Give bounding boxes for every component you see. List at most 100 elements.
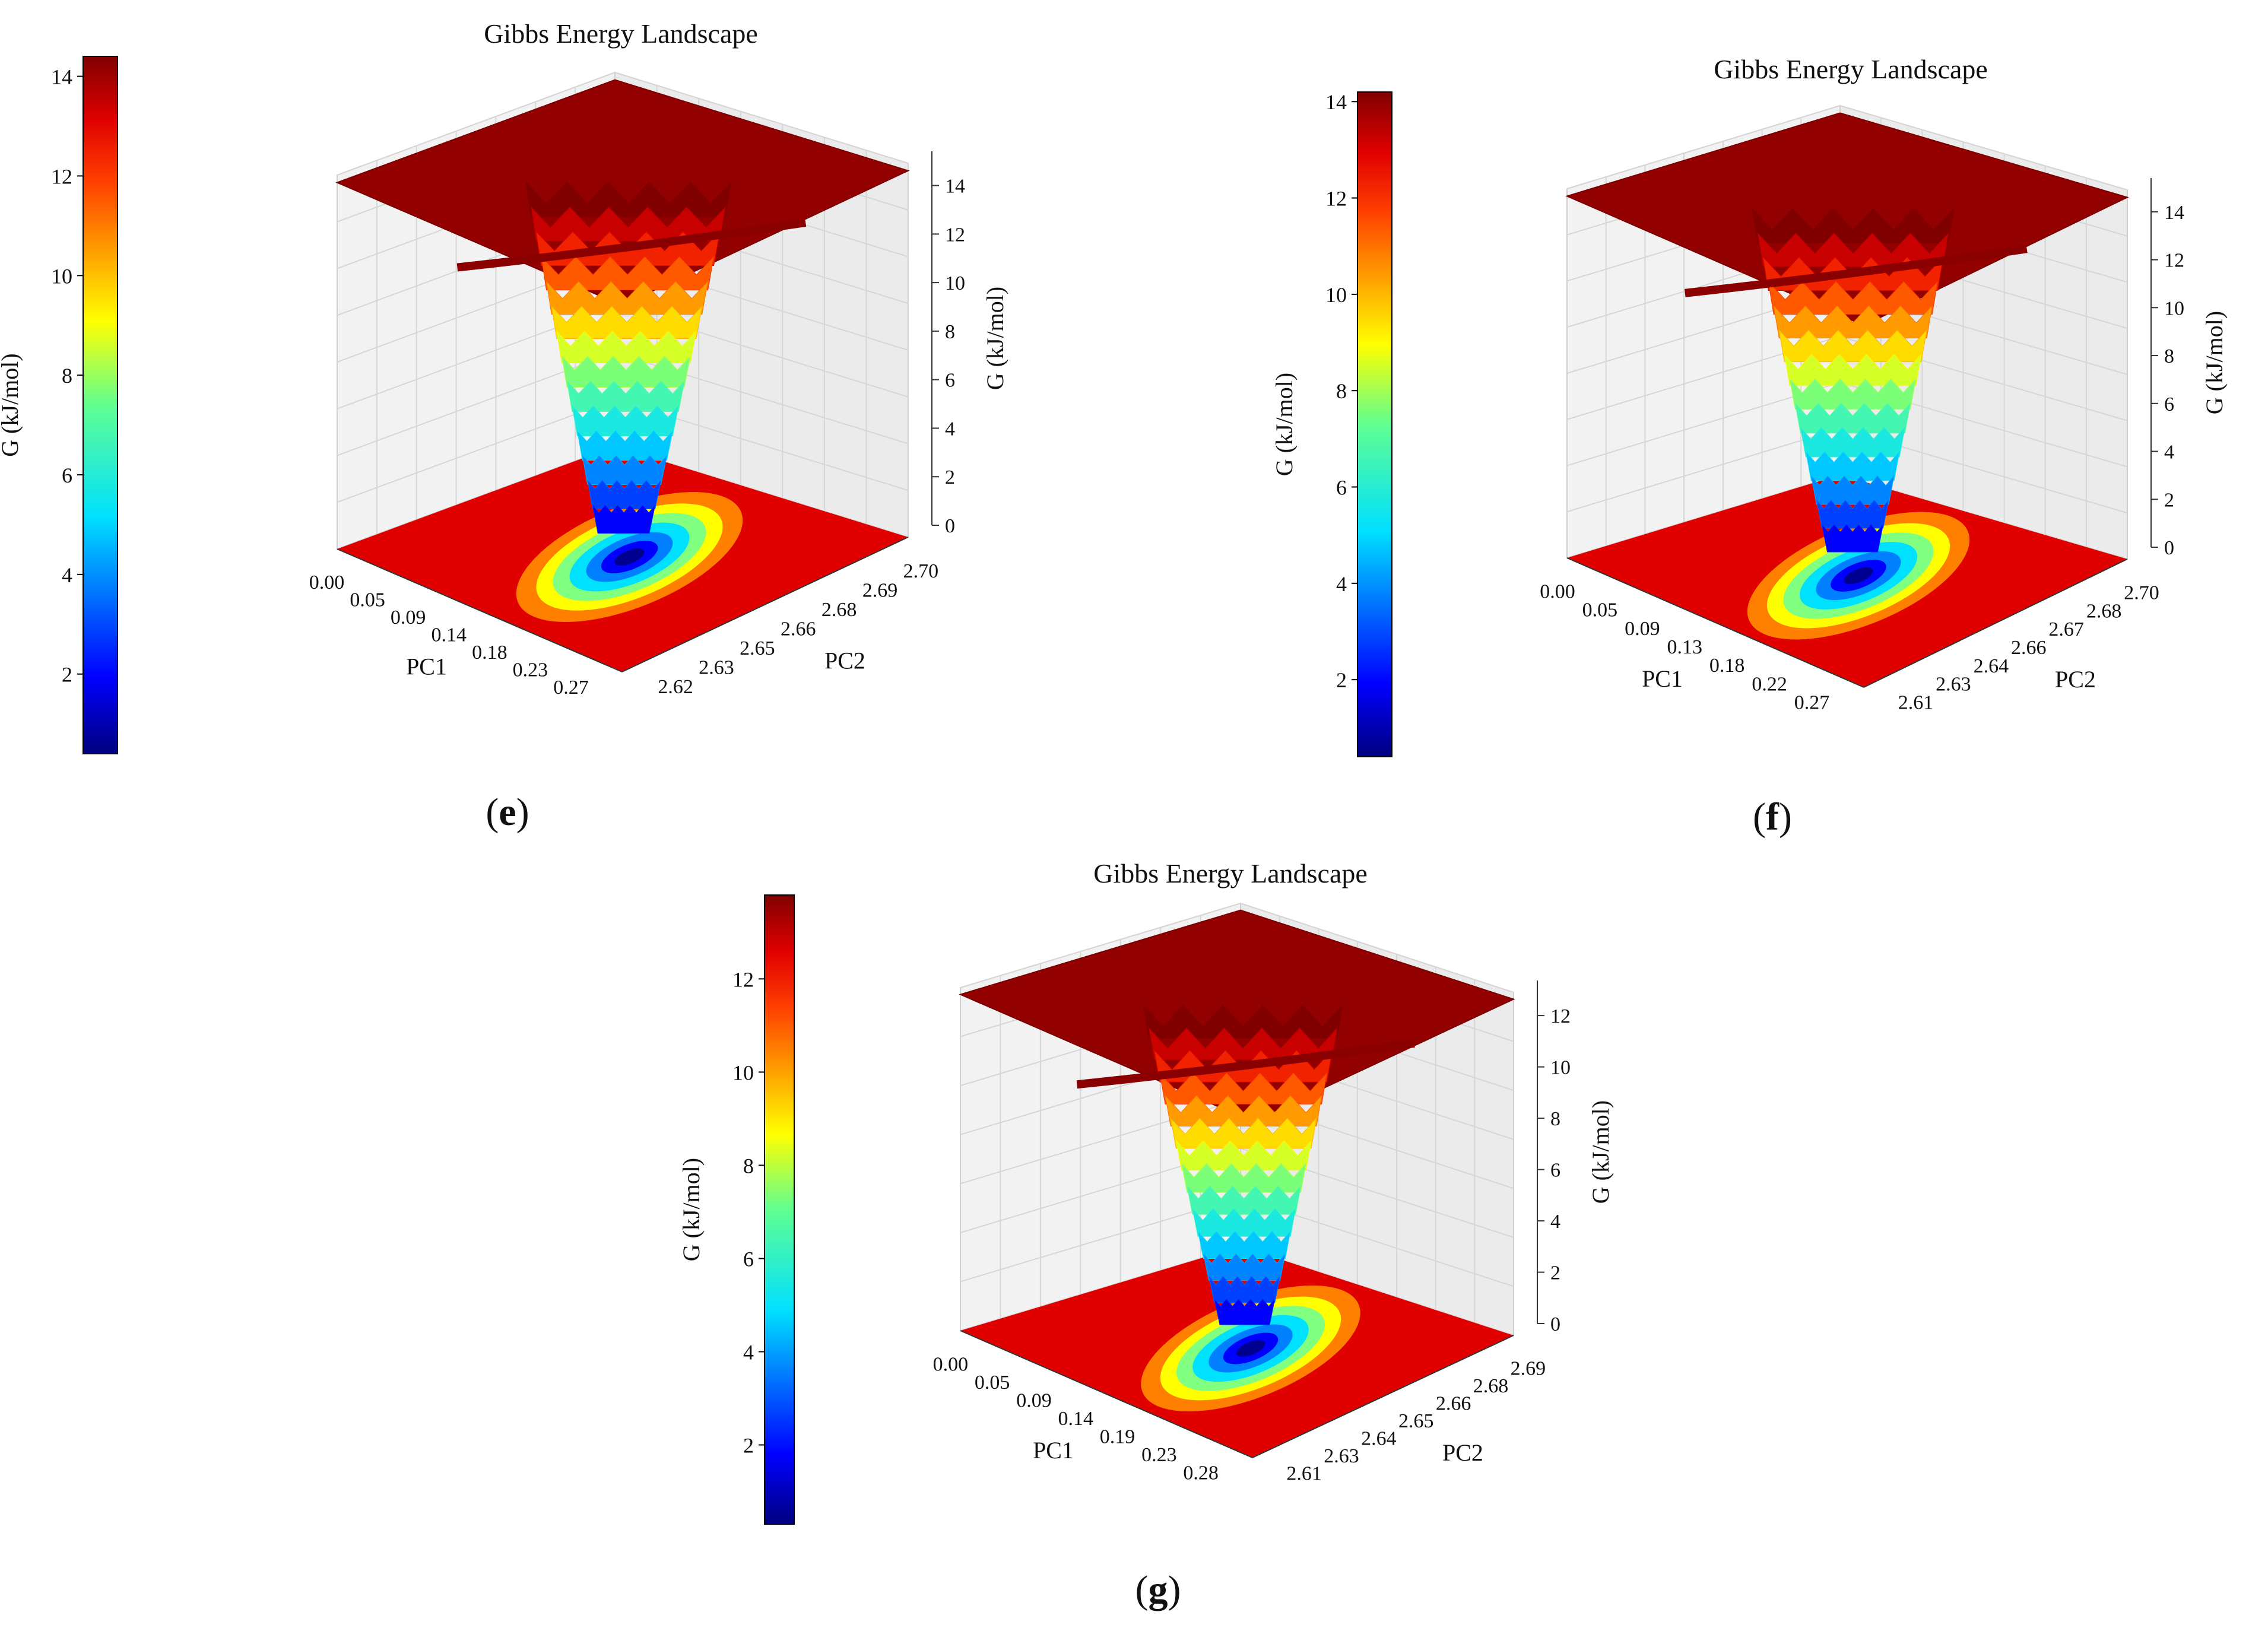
colorbar-tick-label: 8 — [62, 364, 72, 388]
contour-level-6 — [1236, 1340, 1265, 1357]
surface-band — [1768, 280, 1939, 315]
colorbar-label: G (kJ/mol) — [678, 1158, 705, 1261]
x-axis-line — [960, 1330, 1253, 1458]
y-tick-label: 2.68 — [821, 599, 857, 621]
surface-band — [551, 305, 703, 339]
colorbar: 2 4 6 8 10 12 14 G (kJ/mol) — [0, 56, 118, 754]
surface-band — [545, 280, 709, 315]
x-tick-label: 0.00 — [309, 572, 345, 594]
z-axis-label: G (kJ/mol) — [2201, 311, 2228, 414]
colorbar: 2 4 6 8 10 12 14 G (kJ/mol) — [1271, 90, 1392, 757]
x-tick-label: 0.22 — [1752, 673, 1787, 695]
chart-title: Gibbs Energy Landscape — [484, 18, 758, 49]
colorbar: 2 4 6 8 10 12 G (kJ/mol) — [678, 894, 795, 1525]
x-tick-label: 0.09 — [1016, 1389, 1052, 1411]
y-axis-label: PC2 — [2055, 666, 2096, 693]
z-tick-label: 12 — [2164, 250, 2184, 272]
y-tick-label: 2.66 — [781, 618, 816, 640]
x-tick-label: 0.18 — [1709, 655, 1745, 677]
x-tick-label: 0.09 — [391, 607, 426, 629]
y-axis-label: PC2 — [824, 648, 865, 674]
z-tick-label: 14 — [945, 176, 965, 198]
y-tick-label: 2.65 — [1398, 1410, 1434, 1432]
colorbar-tick-label: 14 — [51, 65, 72, 89]
surface-band — [1208, 1275, 1280, 1303]
x-tick-label: 0.13 — [1667, 636, 1703, 658]
z-tick-label: 0 — [2164, 537, 2174, 559]
colorbar-tick-label: 12 — [732, 967, 754, 991]
colorbar-tick-label: 6 — [743, 1247, 754, 1271]
chart-title: Gibbs Energy Landscape — [1093, 858, 1368, 888]
surface-band — [556, 330, 697, 364]
y-tick-label: 2.66 — [1436, 1393, 1471, 1415]
z-tick-label: 8 — [1550, 1108, 1560, 1130]
surface-band — [587, 479, 662, 510]
y-tick-label: 2.65 — [740, 637, 775, 659]
surface-band — [1821, 523, 1884, 553]
surface-band — [1181, 1162, 1307, 1193]
colorbar-tick-label: 12 — [1325, 187, 1347, 211]
panel-label-paren-open: ( — [1135, 1568, 1149, 1611]
axes-3d: 0.000.05 0.09 0.140.18 0.230.27 PC1 2.62 2.63 2… — [309, 71, 1008, 699]
z-tick-label: 12 — [945, 224, 965, 246]
y-tick-label: 2.67 — [2048, 618, 2084, 640]
y-tick-label: 2.68 — [2086, 600, 2122, 622]
colorbar-tick-label: 8 — [743, 1154, 754, 1178]
z-tick-label: 2 — [2164, 489, 2174, 511]
colorbar-tick-label: 12 — [51, 164, 72, 188]
colorbar-tick-label: 4 — [62, 563, 72, 587]
x-axis-line — [337, 548, 623, 672]
colorbar-gradient — [1357, 91, 1392, 757]
panel-label: (f) — [1753, 795, 1792, 839]
z-tick-label: 6 — [2164, 393, 2174, 415]
surface-band — [592, 504, 656, 534]
y-tick-label: 2.68 — [1473, 1375, 1509, 1397]
panel-label-paren-open: ( — [486, 791, 499, 834]
surface-band — [572, 404, 680, 437]
colorbar-tick-label: 2 — [62, 663, 72, 687]
z-axis-label: G (kJ/mol) — [1587, 1100, 1614, 1204]
z-tick-label: 12 — [1550, 1005, 1571, 1027]
surface-ridge — [456, 218, 807, 272]
chart-title: Gibbs Energy Landscape — [1714, 54, 1988, 84]
surface-band — [1800, 426, 1906, 458]
y-tick-label: 2.70 — [903, 560, 939, 582]
panel-label: (e) — [486, 791, 529, 834]
panel-g: Gibbs Energy Landscape 2 4 6 8 10 12 G (kJ/mol)… — [678, 858, 1614, 1611]
surface-band — [1165, 1094, 1322, 1126]
x-tick-label: 0.18 — [472, 642, 507, 664]
y-tick-label: 2.63 — [699, 656, 734, 678]
colorbar-tick-label: 6 — [62, 464, 72, 487]
panel-label-paren-close: ) — [1168, 1568, 1181, 1611]
z-tick-label: 4 — [945, 418, 955, 440]
surface-band — [561, 355, 691, 388]
z-tick-label: 8 — [2164, 345, 2174, 367]
colorbar-tick-label: 4 — [1336, 572, 1347, 596]
z-tick-label: 8 — [945, 321, 955, 343]
colorbar-tick-label: 6 — [1336, 476, 1347, 500]
surface-plateau — [335, 79, 910, 306]
surface-band — [541, 255, 715, 291]
colorbar-tick-label: 10 — [732, 1061, 754, 1084]
panel-label-letter: e — [499, 791, 516, 834]
contour-level-6 — [614, 548, 645, 566]
y-tick-label: 2.63 — [1324, 1445, 1359, 1467]
surface-band — [1175, 1140, 1312, 1171]
surface-band — [1789, 377, 1917, 410]
x-tick-label: 0.09 — [1625, 618, 1660, 640]
panel-label-letter: f — [1766, 795, 1779, 839]
surface-band — [582, 454, 668, 485]
y-tick-label: 2.61 — [1898, 692, 1934, 714]
grid-line — [960, 902, 1514, 993]
x-tick-label: 0.00 — [933, 1353, 969, 1375]
x-tick-label: 0.14 — [432, 624, 467, 646]
surface-band — [1214, 1298, 1276, 1325]
y-axis-line — [1863, 558, 2128, 688]
x-axis-line — [1566, 557, 1864, 688]
panel-label-letter: g — [1149, 1568, 1168, 1611]
surface-band — [1810, 475, 1895, 505]
panel-f: Gibbs Energy Landscape 2 4 6 8 10 12 14 G (kJ/mo… — [1271, 54, 2228, 839]
z-tick-label: 0 — [945, 515, 955, 537]
y-tick-label: 2.70 — [2124, 582, 2159, 604]
surface-band — [576, 429, 674, 461]
